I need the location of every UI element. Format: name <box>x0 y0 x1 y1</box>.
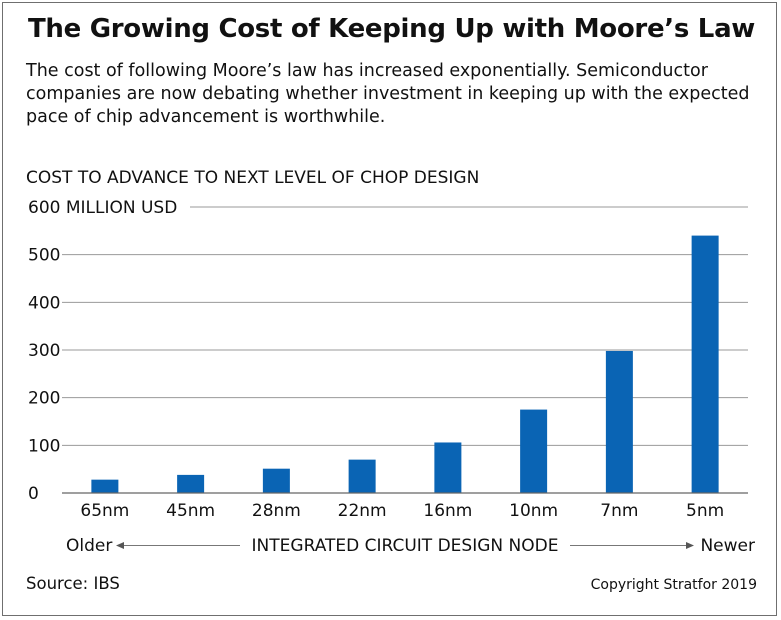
y-tick-label: 400 <box>28 293 60 313</box>
right-arrow-icon <box>686 542 694 549</box>
y-tick-label: 300 <box>28 341 60 361</box>
x-tick-label: 28nm <box>252 501 301 521</box>
left-arrow-icon <box>116 542 124 549</box>
x-tick-label: 10nm <box>509 501 558 521</box>
bar <box>91 479 119 493</box>
y-axis-label: COST TO ADVANCE TO NEXT LEVEL OF CHOP DE… <box>26 168 480 188</box>
y-tick-label: 0 <box>28 484 39 504</box>
x-tick-label: 5nm <box>686 501 724 521</box>
chart-title: The Growing Cost of Keeping Up with Moor… <box>28 14 756 44</box>
older-label: Older <box>66 536 112 556</box>
y-tick-label: 500 <box>28 246 60 266</box>
bar <box>605 350 633 493</box>
y-tick-label: 600 MILLION USD <box>28 198 177 218</box>
bar <box>434 442 462 493</box>
x-tick-label: 65nm <box>80 501 129 521</box>
chart-subtitle: The cost of following Moore’s law has in… <box>26 61 750 127</box>
x-tick-label: 45nm <box>166 501 215 521</box>
bar <box>348 459 376 493</box>
bar <box>520 409 548 493</box>
bar <box>262 468 290 493</box>
x-axis-label: INTEGRATED CIRCUIT DESIGN NODE <box>252 536 559 556</box>
copyright-note: Copyright Stratfor 2019 <box>590 577 757 593</box>
bar <box>177 474 205 493</box>
y-tick-label: 200 <box>28 389 60 409</box>
x-tick-label: 7nm <box>600 501 638 521</box>
x-tick-label: 22nm <box>338 501 387 521</box>
x-tick-label: 16nm <box>423 501 472 521</box>
y-tick-label: 100 <box>28 436 60 456</box>
source-note: Source: IBS <box>26 574 120 593</box>
newer-label: Newer <box>700 536 755 556</box>
bar <box>691 235 719 493</box>
